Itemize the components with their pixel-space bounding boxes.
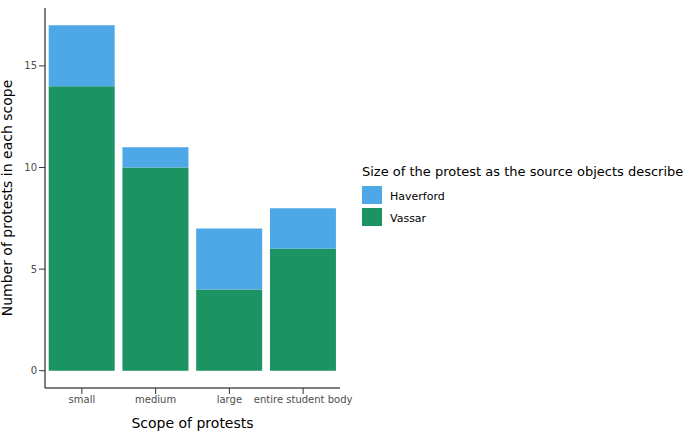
svg-text:Number of protests in each sco: Number of protests in each scope (8, 80, 15, 317)
svg-text:5: 5 (31, 264, 37, 275)
svg-text:entire student body: entire student body (254, 394, 353, 405)
svg-text:15: 15 (24, 60, 37, 71)
svg-text:medium: medium (135, 394, 176, 405)
html-text:Vassar: Vassar (390, 211, 427, 225)
svg-text:0: 0 (31, 365, 37, 376)
html-text:Size of the protest as the sou: Size of the protest as the source object… (362, 164, 684, 179)
svg-text:small: small (69, 394, 96, 405)
svg-text:large: large (217, 394, 242, 405)
svg-text:10: 10 (24, 162, 37, 173)
svg-text:Scope of protests: Scope of protests (131, 415, 253, 431)
html-text:Haverford: Haverford (390, 189, 445, 203)
